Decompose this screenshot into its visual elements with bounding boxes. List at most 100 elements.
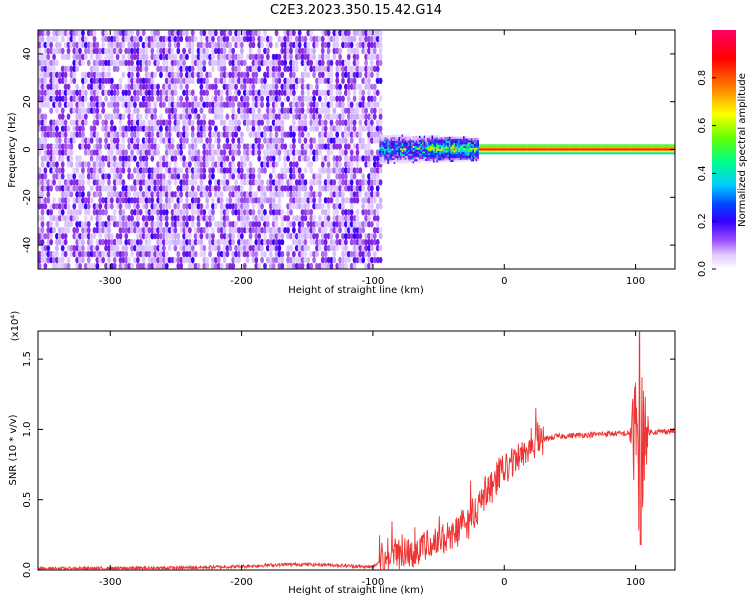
heatmap-cell	[312, 71, 317, 79]
heatmap-cell	[422, 141, 424, 144]
heatmap-cell	[382, 146, 385, 149]
heatmap-cell	[57, 89, 62, 96]
heatmap-cell	[584, 148, 587, 151]
heatmap-cell	[52, 77, 56, 85]
heatmap-cell	[124, 131, 129, 138]
heatmap-cell	[611, 148, 613, 151]
heatmap-cell	[361, 179, 366, 186]
heatmap-cell	[251, 101, 256, 108]
heatmap-cell	[289, 30, 293, 37]
heatmap-cell	[511, 149, 514, 153]
heatmap-cell	[69, 77, 74, 85]
heatmap-cell	[294, 232, 299, 240]
heatmap-cell	[274, 232, 279, 240]
heatmap-cell	[228, 77, 233, 85]
heatmap-cell	[222, 59, 227, 67]
heatmap-cell	[190, 65, 195, 73]
heatmap-cell	[245, 35, 250, 43]
heatmap-cell	[170, 59, 175, 67]
heatmap-cell	[612, 151, 615, 155]
heatmap-cell	[147, 83, 152, 90]
heatmap-cell	[407, 149, 410, 152]
heatmap-cell	[260, 143, 264, 150]
heatmap-cell	[388, 152, 391, 155]
heatmap-cell	[329, 167, 334, 174]
heatmap-cell	[124, 161, 129, 168]
heatmap-cell	[393, 159, 396, 162]
heatmap-cell	[289, 125, 293, 132]
heatmap-cell	[426, 148, 429, 152]
heatmap-cell	[444, 142, 446, 146]
heatmap-cell	[381, 135, 383, 138]
heatmap-cell	[237, 53, 241, 61]
heatmap-cell	[382, 135, 385, 138]
heatmap-cell	[453, 138, 456, 141]
heatmap-cell	[156, 262, 160, 269]
heatmap-cell	[280, 238, 285, 246]
heatmap-cell	[239, 77, 244, 85]
heatmap-cell	[297, 30, 302, 37]
heatmap-cell	[98, 161, 103, 168]
heatmap-cell	[367, 53, 371, 61]
heatmap-cell	[124, 30, 129, 37]
heatmap-cell	[89, 83, 94, 90]
heatmap-cell	[92, 244, 97, 252]
heatmap-cell	[164, 65, 169, 73]
heatmap-cell	[549, 146, 552, 149]
heatmap-cell	[150, 71, 155, 79]
heatmap-cell	[291, 262, 296, 269]
heatmap-cell	[124, 101, 129, 108]
heatmap-cell	[521, 144, 524, 147]
heatmap-cell	[228, 89, 233, 96]
heatmap-cell	[367, 131, 371, 138]
heatmap-cell	[202, 167, 207, 174]
heatmap-cell	[98, 197, 103, 204]
heatmap-cell	[291, 65, 296, 73]
heatmap-cell	[399, 144, 402, 147]
heatmap-cell	[138, 173, 143, 180]
heatmap-cell	[81, 137, 85, 144]
heatmap-cell	[237, 107, 241, 114]
heatmap-cell	[263, 226, 267, 234]
heatmap-cell	[565, 148, 568, 151]
heatmap-cell	[440, 156, 443, 159]
heatmap-cell	[271, 59, 276, 67]
heatmap-cell	[153, 125, 158, 132]
heatmap-cell	[248, 41, 253, 49]
heatmap-cell	[109, 89, 114, 96]
heatmap-cell	[202, 209, 207, 216]
heatmap-cell	[107, 232, 111, 240]
heatmap-cell	[323, 244, 328, 252]
heatmap-cell	[367, 221, 371, 228]
heatmap-cell	[447, 148, 450, 151]
heatmap-cell	[388, 150, 391, 153]
heatmap-cell	[268, 161, 273, 168]
heatmap-cell	[530, 148, 533, 151]
heatmap-cell	[144, 149, 149, 156]
heatmap-cell	[587, 146, 590, 149]
heatmap-cell	[426, 143, 429, 146]
heatmap-cell	[161, 161, 166, 168]
heatmap-cell	[320, 59, 325, 67]
heatmap-cell	[121, 209, 126, 216]
heatmap-cell	[144, 232, 149, 240]
heatmap-cell	[66, 113, 71, 120]
heatmap-cell	[461, 159, 464, 162]
heatmap-cell	[631, 144, 634, 147]
heatmap-cell	[130, 155, 134, 162]
heatmap-cell	[392, 153, 394, 157]
heatmap-cell	[450, 138, 453, 142]
heatmap-cell	[448, 140, 451, 143]
heatmap-cell	[161, 173, 166, 180]
heatmap-cell	[72, 65, 77, 73]
heatmap-cell	[286, 65, 290, 73]
heatmap-cell	[338, 47, 343, 55]
heatmap-cell	[401, 155, 404, 158]
heatmap-cell	[49, 167, 54, 174]
heatmap-cell	[199, 137, 204, 144]
heatmap-cell	[135, 226, 140, 234]
heatmap-cell	[127, 59, 132, 67]
heatmap-cell	[556, 148, 558, 151]
heatmap-cell	[403, 157, 405, 160]
heatmap-cell	[392, 157, 394, 161]
